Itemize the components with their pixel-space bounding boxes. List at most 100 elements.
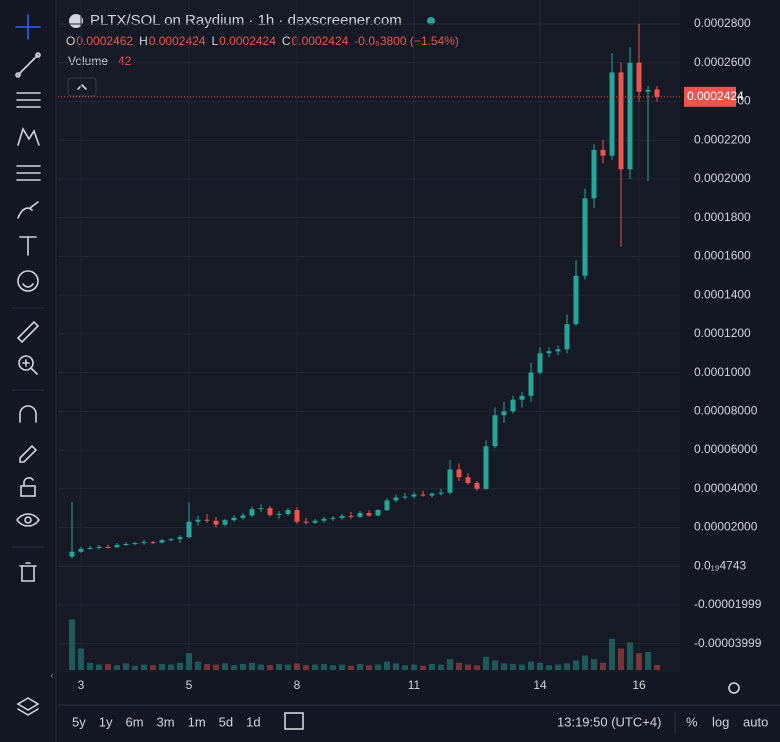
volume-bar: [402, 665, 408, 670]
candle-body: [240, 515, 246, 518]
candle-body: [303, 521, 309, 523]
x-tick-label: 5: [186, 678, 193, 692]
volume-bar: [483, 656, 489, 670]
collapse-arrow[interactable]: ‹: [50, 670, 54, 682]
volume-bar: [609, 638, 615, 670]
y-tick-label: 0.00006000: [694, 442, 758, 456]
text-tool[interactable]: [19, 236, 37, 256]
volume-bar: [195, 661, 201, 670]
ohlc-value: 0.0002424: [149, 34, 206, 48]
y-tick-label: 0.0001400: [694, 287, 751, 301]
candle-body: [222, 520, 228, 525]
volume-bar: [627, 642, 633, 670]
volume-bar: [150, 665, 156, 670]
candle-body: [645, 89, 651, 92]
volume-bar: [375, 664, 381, 670]
lines-tool[interactable]: [16, 92, 41, 108]
trendline-tool[interactable]: [15, 52, 41, 78]
volume-bar: [114, 665, 120, 670]
delete-tool[interactable]: [19, 562, 37, 582]
volume-bar: [294, 663, 300, 670]
pattern-tool[interactable]: [17, 127, 40, 146]
candle-body: [474, 482, 480, 489]
volume-bar: [618, 648, 624, 670]
clock: 13:19:50 (UTC+4): [557, 714, 661, 729]
settings-icon[interactable]: [728, 682, 740, 694]
volume-bar: [141, 664, 147, 670]
y-tick-label: 0.0001000: [694, 365, 751, 379]
emoji-tool[interactable]: [17, 270, 39, 292]
candle-body: [132, 543, 138, 545]
volume-bar: [537, 662, 543, 670]
volume-bar: [573, 660, 579, 670]
candle-body: [186, 521, 192, 538]
lock-tool[interactable]: [20, 477, 36, 497]
candle-body: [411, 494, 417, 497]
volume-bar: [564, 663, 570, 670]
y-tick-label: 0.0002600: [694, 55, 751, 69]
candle-body: [582, 198, 588, 276]
volume-bar: [231, 665, 237, 670]
date-range-icon[interactable]: [284, 712, 304, 730]
ohlc-value: 0.0002424: [292, 34, 349, 48]
lock-drawing-tool[interactable]: [19, 444, 38, 463]
price-tag-label: 0.0002424: [687, 89, 744, 103]
layers-tool[interactable]: [16, 697, 40, 716]
price-tag: [684, 86, 736, 107]
range-button[interactable]: 3m: [157, 714, 175, 729]
brush-tool[interactable]: [17, 201, 39, 219]
magnet-tool[interactable]: [19, 405, 37, 423]
volume-bar: [339, 664, 345, 670]
candle-body: [618, 72, 624, 170]
volume-bar: [411, 664, 417, 670]
x-tick-label: 11: [408, 678, 421, 692]
candle-body: [285, 510, 291, 514]
candle-body: [195, 519, 201, 522]
scale-option[interactable]: auto: [743, 714, 768, 729]
ohlc-value: 0.0002424: [219, 34, 276, 48]
candle-body: [420, 494, 426, 496]
scale-option[interactable]: log: [712, 714, 729, 729]
range-button[interactable]: 1y: [99, 714, 113, 729]
candle-body: [537, 353, 543, 373]
candle-body: [393, 497, 399, 501]
candle-body: [141, 542, 147, 544]
ruler-tool[interactable]: [16, 320, 40, 344]
volume-bar: [285, 664, 291, 670]
candle-body: [267, 508, 273, 515]
candle-body: [519, 395, 525, 400]
candle-body: [321, 518, 327, 521]
range-button[interactable]: 1m: [188, 714, 206, 729]
drawing-toolbar: ‹: [12, 14, 54, 716]
scale-option[interactable]: %: [686, 714, 698, 729]
candle-body: [330, 517, 336, 519]
range-button[interactable]: 5y: [72, 714, 86, 729]
candle-body: [105, 546, 111, 548]
collapse-icon: [77, 83, 87, 90]
range-button[interactable]: 5d: [219, 714, 233, 729]
volume-bar: [492, 660, 498, 670]
volume-bar: [312, 664, 318, 670]
ohlc-key: L: [211, 34, 218, 48]
range-button[interactable]: 6m: [125, 714, 143, 729]
volume-bar: [258, 664, 264, 670]
candle-body: [375, 510, 381, 516]
zoom-tool[interactable]: [18, 355, 38, 375]
candle-body: [564, 324, 570, 350]
volume-bar: [645, 652, 651, 670]
fib-tool[interactable]: [16, 165, 41, 181]
volume-bar: [510, 664, 516, 670]
candle-body: [159, 540, 165, 543]
volume-bar: [330, 665, 336, 670]
candle-body: [510, 399, 516, 412]
collapse-legend[interactable]: [67, 77, 97, 97]
volume-bar: [528, 661, 534, 670]
volume-bar: [348, 665, 354, 670]
candle-body: [600, 149, 606, 156]
volume-bar: [357, 664, 363, 670]
volume-bar: [600, 662, 606, 670]
range-button[interactable]: 1d: [246, 714, 260, 729]
crosshair-tool[interactable]: [15, 14, 41, 40]
visibility-tool[interactable]: [15, 513, 41, 527]
